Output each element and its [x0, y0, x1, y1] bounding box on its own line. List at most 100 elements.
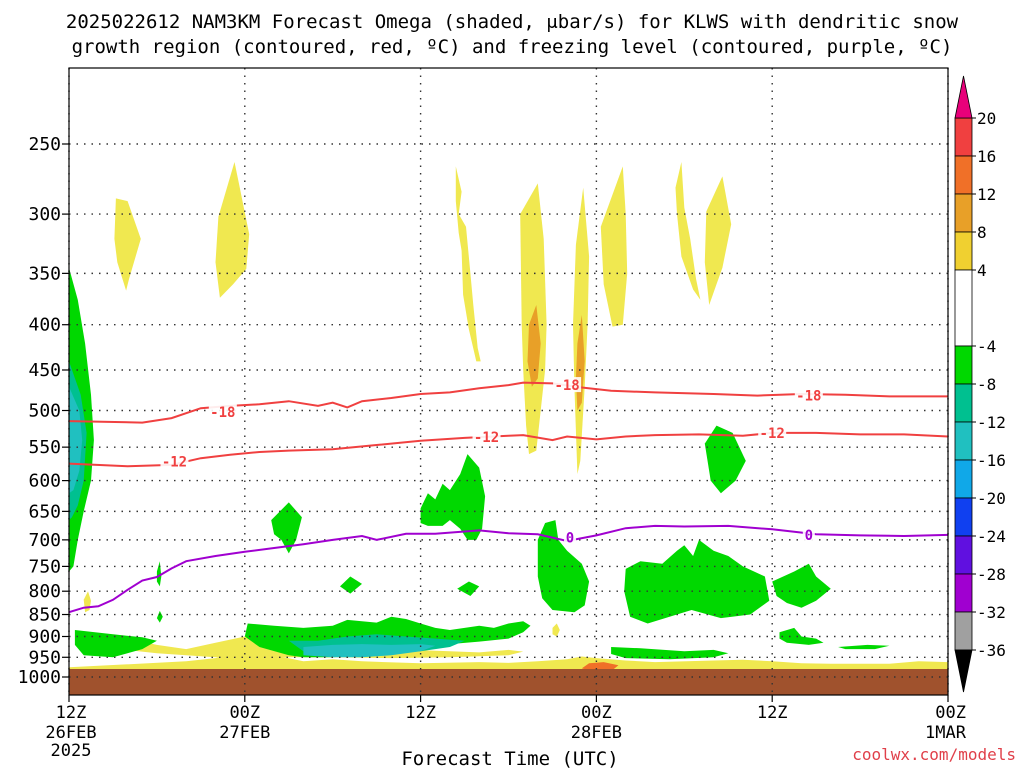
y-tick-label: 350: [28, 263, 61, 284]
colorbar-label: -24: [977, 527, 1006, 546]
omega-region-26: [704, 425, 746, 494]
x-tick-label: 27FEB: [219, 723, 270, 743]
contour-label-bg: [160, 453, 189, 469]
y-tick-label: 400: [28, 315, 61, 336]
omega-shading: [69, 162, 948, 674]
colorbar-label: -16: [977, 451, 1006, 470]
colorbar-band: [954, 117, 973, 157]
chart-title-line1: 2025022612 NAM3KM Forecast Omega (shaded…: [66, 11, 959, 33]
y-tick-label: 750: [28, 556, 61, 577]
y-tick-label: 700: [28, 530, 61, 551]
colorbar-label: -12: [977, 413, 1006, 432]
colorbar-label: 8: [977, 223, 987, 242]
contour-zero: [69, 524, 948, 614]
contour-label-zero: 0: [566, 531, 574, 547]
colorbar-label: -8: [977, 375, 996, 394]
colorbar-bottom-arrow: [954, 649, 973, 693]
colorbar-label: -28: [977, 565, 1006, 584]
contour-label-bg: [553, 377, 582, 393]
y-tick-label: 600: [28, 471, 61, 492]
omega-region-6: [675, 162, 701, 300]
colorbar-band: [954, 345, 973, 385]
colorbar-band: [954, 421, 973, 461]
colorbar-label: 4: [977, 261, 987, 280]
colorbar-band: [954, 497, 973, 537]
colorbar-label: -4: [977, 337, 996, 356]
y-tick-label: 450: [28, 360, 61, 381]
omega-region-23: [537, 520, 590, 613]
y-tick-label: 800: [28, 581, 61, 602]
colorbar-band: [954, 611, 973, 651]
y-tick-label: 550: [28, 437, 61, 458]
y-axis: 2503003504004505005506006507007508008509…: [18, 134, 69, 688]
omega-region-1: [215, 162, 250, 298]
colorbar-band: [954, 535, 973, 575]
ground-surface: [69, 669, 948, 695]
plot-frame: [68, 67, 949, 696]
colorbar-label: -20: [977, 489, 1006, 508]
colorbar-band: [954, 383, 973, 423]
colorbar-label: -36: [977, 641, 1006, 660]
credit-text[interactable]: coolwx.com/models: [852, 745, 1016, 764]
colorbar-band: [954, 155, 973, 195]
omega-region-34: [457, 581, 480, 596]
colorbar-label: 16: [977, 147, 996, 166]
x-tick-label: 12Z: [56, 703, 87, 723]
y-tick-label: 1000: [18, 667, 61, 688]
colorbar-label: -32: [977, 603, 1006, 622]
omega-region-0: [114, 198, 141, 291]
colorbar: 20 16 12 8 4 -4 -8 -12 -16 -20 -24 -28 -32 -36: [954, 75, 1006, 693]
omega-region-31: [611, 647, 729, 660]
x-tick-label: 12Z: [405, 703, 436, 723]
colorbar-band: [954, 573, 973, 613]
omega-region-13: [552, 623, 560, 637]
omega-region-7: [704, 176, 732, 305]
contour-labels: -18 -18 -18 -12 -12 -12 0 0: [160, 377, 823, 547]
contour-label-m12: -12: [162, 455, 187, 471]
y-tick-label: 250: [28, 134, 61, 155]
colorbar-band: [954, 193, 973, 233]
contour-label-bg: [564, 529, 577, 545]
omega-region-10: [69, 649, 948, 674]
y-tick-label: 850: [28, 605, 61, 626]
x-axis-label: Forecast Time (UTC): [401, 748, 618, 768]
omega-region-18: [271, 502, 302, 554]
omega-region-25: [772, 563, 831, 608]
omega-region-21: [156, 610, 163, 623]
contour-m18: [69, 381, 948, 424]
colorbar-label: 20: [977, 109, 996, 128]
omega-region-19: [340, 576, 362, 594]
omega-region-11: [77, 636, 524, 659]
y-tick-label: 950: [28, 647, 61, 668]
contour-label-m18: -18: [554, 378, 579, 394]
omega-region-17: [69, 386, 83, 494]
contour-label-bg: [802, 526, 815, 542]
contour-label-bg: [758, 424, 787, 440]
contour-label-bg: [794, 387, 823, 403]
omega-region-8: [527, 305, 541, 387]
contour-label-m12: -12: [760, 426, 785, 442]
omega-region-30: [303, 644, 436, 658]
colorbar-band: [954, 231, 973, 271]
y-tick-label: 900: [28, 626, 61, 647]
omega-region-5: [600, 166, 628, 327]
contour-label-bg: [472, 429, 501, 445]
omega-region-12: [83, 591, 91, 613]
x-tick-label: 1MAR: [925, 723, 967, 743]
colorbar-top-arrow: [954, 75, 973, 119]
omega-region-2: [455, 166, 481, 362]
omega-region-27: [74, 630, 157, 658]
omega-region-24: [624, 539, 770, 624]
omega-region-22: [420, 454, 486, 540]
x-tick-label: 12Z: [757, 703, 788, 723]
chart-title-line2: growth region (contoured, red, ºC) and f…: [72, 36, 953, 58]
x-tick-label: 00Z: [935, 703, 966, 723]
x-tick-label: 00Z: [229, 703, 260, 723]
x-tick-label: 00Z: [581, 703, 612, 723]
omega-region-20: [156, 561, 162, 587]
y-tick-label: 300: [28, 204, 61, 225]
omega-region-33: [838, 644, 890, 650]
y-tick-label: 500: [28, 401, 61, 422]
colorbar-band: [954, 269, 973, 347]
